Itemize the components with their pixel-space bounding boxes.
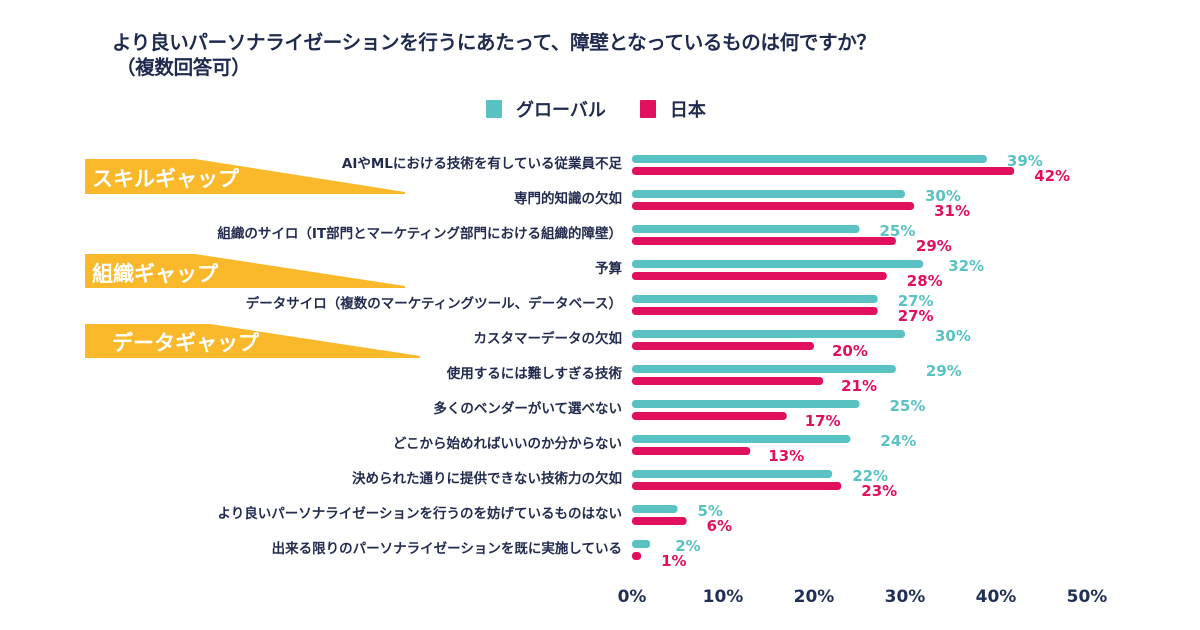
x-tick-label: 20% bbox=[794, 587, 835, 607]
value-label-japan: 17% bbox=[805, 412, 841, 430]
value-label-japan: 1% bbox=[661, 552, 686, 570]
value-label-global: 27% bbox=[898, 292, 934, 310]
category-label: データサイロ（複数のマーケティングツール、データベース） bbox=[246, 295, 622, 312]
bar-global bbox=[632, 295, 878, 303]
value-label-japan: 21% bbox=[841, 377, 877, 395]
value-label-japan: 42% bbox=[1034, 167, 1070, 185]
category-label: 使用するには難しすぎる技術 bbox=[446, 365, 623, 382]
value-label-global: 30% bbox=[925, 187, 961, 205]
category-label: 決められた通りに提供できない技術力の欠如 bbox=[352, 470, 622, 487]
bar-global bbox=[632, 190, 905, 198]
bar-global bbox=[632, 505, 678, 513]
bar-japan bbox=[632, 167, 1015, 175]
bar-japan bbox=[632, 412, 787, 420]
bar-global bbox=[632, 225, 860, 233]
x-tick-label: 40% bbox=[976, 587, 1017, 607]
x-tick-label: 30% bbox=[885, 587, 926, 607]
legend-item-japan: 日本 bbox=[639, 96, 706, 122]
x-tick-label: 0% bbox=[618, 587, 647, 607]
legend-item-global: グローバル bbox=[486, 96, 606, 122]
bar-japan bbox=[632, 377, 824, 385]
value-label-japan: 20% bbox=[832, 342, 868, 360]
value-label-global: 2% bbox=[675, 537, 700, 555]
category-label: 予算 bbox=[595, 260, 623, 277]
category-label: 多くのベンダーがいて選べない bbox=[433, 400, 622, 417]
bar-global bbox=[632, 260, 924, 268]
value-label-global: 29% bbox=[926, 362, 962, 380]
bar-japan bbox=[632, 482, 842, 490]
value-label-japan: 27% bbox=[898, 307, 934, 325]
gap-banner-shape bbox=[85, 324, 420, 358]
value-label-japan: 23% bbox=[861, 482, 897, 500]
category-label: どこから始めればいいのか分からない bbox=[393, 435, 622, 452]
legend: グローバル 日本 bbox=[486, 96, 740, 122]
value-label-japan: 13% bbox=[768, 447, 804, 465]
chart-subtitle: （複数回答可） bbox=[116, 56, 251, 79]
x-tick-label: 50% bbox=[1067, 587, 1108, 607]
gap-banner-label: スキルギャップ bbox=[92, 167, 240, 191]
value-label-global: 25% bbox=[880, 222, 916, 240]
legend-swatch-japan bbox=[639, 100, 656, 118]
value-label-japan: 6% bbox=[707, 517, 732, 535]
category-label: カスタマーデータの欠如 bbox=[474, 330, 623, 347]
bar-japan bbox=[632, 517, 687, 525]
bar-global bbox=[632, 365, 896, 373]
value-label-japan: 31% bbox=[934, 202, 970, 220]
gap-banner-shape bbox=[85, 254, 405, 288]
chart-title-main: より良いパーソナライゼーションを行うにあたって、障壁となっているものは何ですか？ bbox=[112, 31, 876, 54]
value-label-global: 32% bbox=[948, 257, 984, 275]
bar-japan bbox=[632, 447, 751, 455]
bar-global bbox=[632, 435, 851, 443]
bar-japan bbox=[632, 202, 915, 210]
chart-title: より良いパーソナライゼーションを行うにあたって、障壁となっているものは何ですか？… bbox=[112, 30, 1112, 80]
value-label-japan: 29% bbox=[916, 237, 952, 255]
category-label: 組織のサイロ（IT部門とマーケティング部門における組織的障壁） bbox=[217, 225, 622, 242]
bar-global bbox=[632, 400, 860, 408]
category-label: 専門的知識の欠如 bbox=[514, 190, 622, 207]
legend-label-japan: 日本 bbox=[669, 100, 706, 121]
value-label-global: 24% bbox=[880, 432, 916, 450]
legend-swatch-global bbox=[486, 100, 502, 118]
bar-japan bbox=[632, 237, 896, 245]
value-label-global: 5% bbox=[698, 502, 723, 520]
bar-global bbox=[632, 470, 833, 478]
gap-banner: 組織ギャップ bbox=[85, 254, 405, 288]
gap-banner-shape bbox=[85, 159, 405, 194]
category-label: AIやMLにおける技術を有している従業員不足 bbox=[342, 155, 623, 172]
x-tick-label: 10% bbox=[703, 587, 744, 607]
value-label-global: 25% bbox=[890, 397, 926, 415]
bar-japan bbox=[632, 342, 814, 350]
gap-banner-label: 組織ギャップ bbox=[92, 262, 219, 286]
bar-global bbox=[632, 540, 651, 548]
value-label-japan: 28% bbox=[907, 272, 943, 290]
bar-japan bbox=[632, 552, 642, 560]
bar-global bbox=[632, 330, 905, 338]
gap-banner-label: データギャップ bbox=[112, 331, 260, 355]
bar-japan bbox=[632, 272, 887, 280]
value-label-global: 22% bbox=[852, 467, 888, 485]
legend-label-global: グローバル bbox=[516, 100, 606, 121]
bar-global bbox=[632, 155, 987, 163]
bar-japan bbox=[632, 307, 878, 315]
value-label-global: 39% bbox=[1007, 152, 1043, 170]
value-label-global: 30% bbox=[935, 327, 971, 345]
category-label: 出来る限りのパーソナライゼーションを既に実施している bbox=[272, 540, 622, 557]
category-label: より良いパーソナライゼーションを行うのを妨げているものはない bbox=[218, 505, 622, 522]
gap-banner: スキルギャップ bbox=[85, 159, 405, 194]
gap-banner: データギャップ bbox=[85, 324, 420, 358]
